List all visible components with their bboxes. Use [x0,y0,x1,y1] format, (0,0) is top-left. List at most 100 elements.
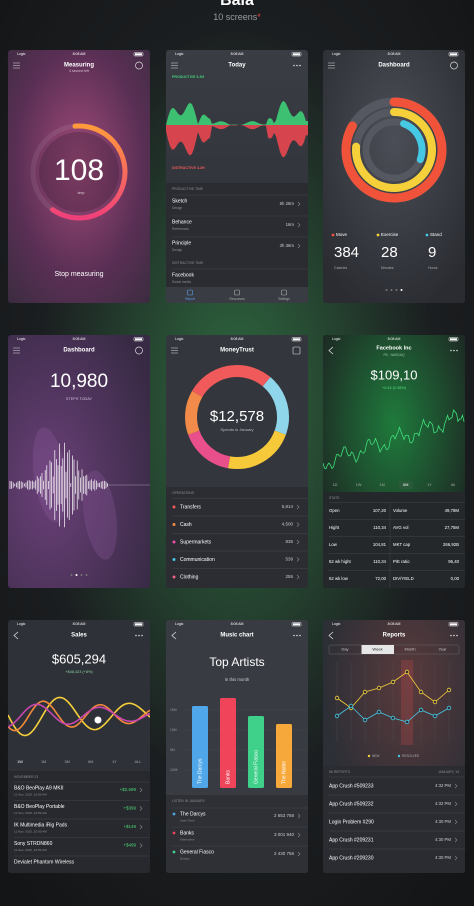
range-tab[interactable]: 6M [403,483,408,487]
more-dot [141,634,143,637]
battery [133,622,144,627]
tab-label[interactable]: Settings [278,297,290,301]
label: 110,34 [373,559,386,564]
label: IK Multimedia iRig Pads [14,822,68,828]
chevron [297,222,301,228]
more-dot [450,349,452,352]
range-tab[interactable]: 1W [356,483,362,487]
chevron [139,843,143,848]
back-button[interactable] [328,631,334,640]
range-tab[interactable]: 6M [88,760,93,764]
chevron [297,813,301,819]
label: B&O BeoPlay Portable [14,804,65,810]
status-time: 8:08 AM [73,337,86,341]
report-point [432,713,438,719]
phone-screen: Logic 8:08 AM Dashboard Move 384 Calories Exer… [323,50,465,303]
segment[interactable]: Week [372,647,382,652]
label: 5,814 [282,504,294,509]
tab-selected [398,481,413,489]
page-dot [395,289,398,291]
tab-label[interactable]: Report [185,297,195,301]
label: 11 Nov, 2015, 10:59 AM [14,811,47,815]
back-button[interactable] [328,346,334,355]
segment[interactable]: Day [341,647,348,652]
report-point [446,705,452,711]
battery [448,52,459,57]
label: 52 wk hight [329,559,352,564]
range-tab[interactable]: 1W [17,760,23,764]
menu-button[interactable] [171,347,178,354]
segment[interactable]: Month [404,647,415,652]
range-tab[interactable]: 1Y [112,760,117,764]
label: Volume [393,508,408,513]
battery-level [135,53,142,56]
battery-level [293,623,300,626]
label: Alternative [180,837,195,841]
label: 95,40 [448,559,459,564]
menu-button[interactable] [13,62,20,69]
more-button[interactable] [293,634,301,637]
artist-dot [172,850,176,854]
range-tab[interactable]: All [451,483,455,487]
calendar-button[interactable] [292,346,301,355]
label: 4,500 [282,522,294,527]
tab-label[interactable]: Resources [229,297,245,301]
back-button[interactable] [171,631,177,640]
battery [448,337,459,342]
bar-label: Banks [225,770,231,784]
battery [133,52,144,57]
status-time: 8:08 AM [231,622,244,626]
label: DISTRACTIVE TIME [172,261,204,265]
subtitle-text: 10 screens [213,12,258,22]
more-button[interactable] [293,64,301,67]
more-button[interactable] [135,634,143,637]
segment[interactable]: Year [438,647,447,652]
label: +0.44 (0.38%) [382,386,407,390]
category-dot [172,505,176,509]
carrier: Logic [17,52,26,56]
range-tab[interactable]: 1M [380,483,385,487]
range-tab[interactable]: ALL [135,760,142,764]
label: 28 [381,244,398,261]
battery [448,622,459,627]
label: The Darcys [180,811,206,817]
settings-button[interactable] [135,61,143,70]
tab-icon[interactable] [187,289,193,296]
axis-label: 100K [170,768,179,772]
screen-title: Dashboard [63,348,95,354]
tab-icon[interactable] [281,289,287,296]
status-time: 8:08 AM [231,52,244,56]
sales-wave [8,696,150,737]
settings-button[interactable] [450,61,458,70]
label: 11 Nov, 2015, 10:59 AM [14,792,47,796]
battery-level [450,53,457,56]
label: 266,92B [443,542,459,547]
action-button[interactable]: Stop measuring [54,271,103,278]
more-button[interactable] [450,349,458,352]
label: +$149 [123,824,136,829]
menu-button[interactable] [13,347,20,354]
report-point [418,689,424,695]
menu-button[interactable] [328,62,335,69]
carrier: Logic [332,52,341,56]
label: Cash [180,522,192,528]
range-tab[interactable]: 1D [333,483,338,487]
screen-title: MoneyTrust [220,348,254,354]
range-tab[interactable]: 1M [41,760,46,764]
label: References [172,227,189,231]
label: Hours [428,266,438,270]
label: Low [329,542,338,547]
label: LISTEN IN JANUARY [172,799,206,803]
label: 52 wk low [329,576,349,581]
tab-icon[interactable] [234,289,240,296]
more-dot [299,634,301,637]
period-picker[interactable]: In this month [225,677,250,682]
more-button[interactable] [450,634,458,637]
label: Calories [334,266,347,270]
settings-button[interactable] [135,346,143,355]
menu-button[interactable] [171,62,178,69]
range-tab[interactable]: 1Y [427,483,432,487]
phone-screen: Logic 8:08 AM Reports Day Week Month Year NEW RE… [323,620,465,873]
range-tab[interactable]: 3M [65,760,70,764]
back-button[interactable] [13,631,19,640]
